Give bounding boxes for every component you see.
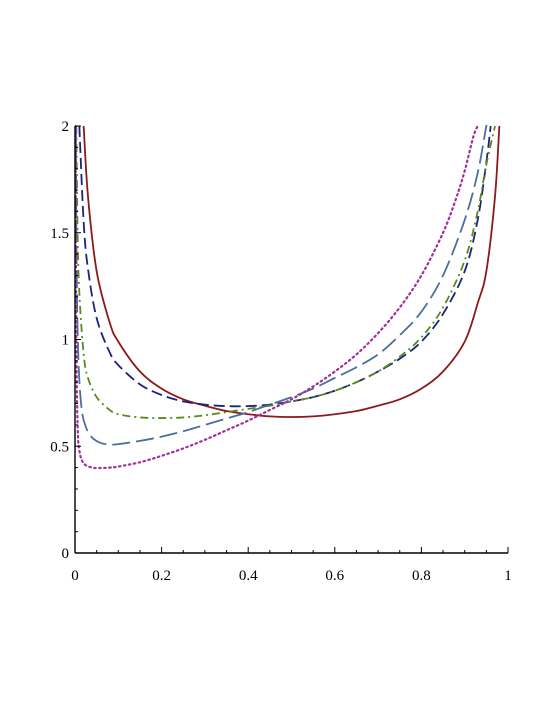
- axes-layer: [74, 126, 508, 554]
- y-tick-label: 1.5: [50, 226, 69, 242]
- series-line-3: [75, 125, 496, 419]
- y-tick-label: 0: [62, 546, 70, 562]
- ticks-layer: 0 0.2 0.4 0.6 0.8 1 0 0.5 1 1.5 2: [50, 119, 512, 584]
- series-line-1: [82, 125, 501, 418]
- x-tick-label: 0.6: [325, 568, 344, 584]
- x-tick-label: 0.2: [152, 568, 171, 584]
- series-line-4: [75, 125, 488, 446]
- series-layer: [75, 125, 501, 470]
- y-tick-label: 2: [62, 119, 70, 135]
- x-tick-label: 0.8: [412, 568, 431, 584]
- series-line-2: [78, 125, 492, 408]
- y-tick-label: 1: [62, 333, 70, 349]
- y-tick-label: 0.5: [50, 439, 69, 455]
- series-line-5: [75, 125, 479, 470]
- x-tick-label: 0: [71, 568, 79, 584]
- x-tick-label: 0.4: [239, 568, 258, 584]
- x-tick-label: 1: [504, 568, 512, 584]
